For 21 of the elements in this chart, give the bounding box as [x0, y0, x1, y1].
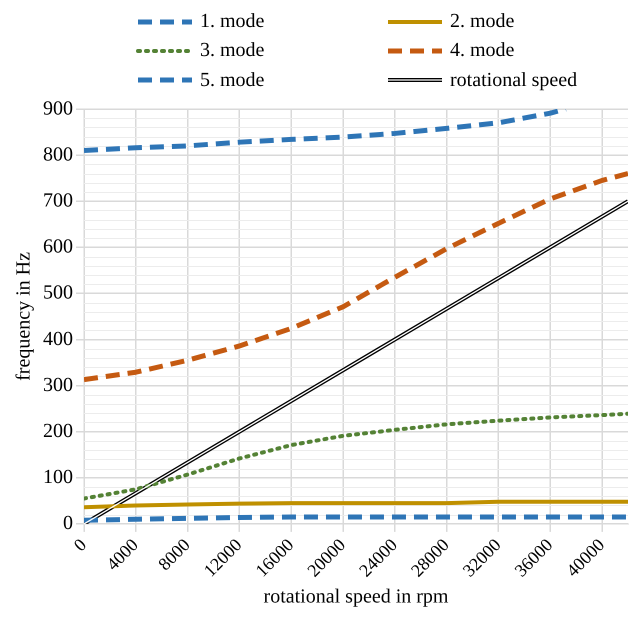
legend-label: 5. mode [200, 68, 264, 92]
x-axis-title: rotational speed in rpm [264, 585, 449, 608]
y-axis-title: frequency in Hz [12, 252, 34, 381]
x-tick-label: 8000 [154, 534, 194, 574]
legend-label: 2. mode [450, 10, 514, 34]
y-tick-label: 200 [43, 420, 73, 442]
x-tick-label: 4000 [102, 534, 142, 574]
y-tick-label: 400 [43, 328, 73, 350]
legend-label: rotational speed [450, 68, 578, 92]
legend-label: 4. mode [450, 39, 514, 62]
y-tick-label: 800 [43, 143, 73, 166]
y-tick-label: 900 [43, 97, 73, 120]
y-tick-label: 300 [43, 374, 73, 396]
x-tick-label: 0 [70, 534, 90, 556]
legend-label: 1. mode [200, 10, 264, 34]
legend-label: 3. mode [200, 39, 264, 62]
y-tick-label: 600 [43, 236, 73, 258]
y-tick-label: 700 [43, 189, 73, 212]
y-tick-label: 500 [43, 282, 73, 304]
y-tick-label: 0 [63, 512, 73, 534]
y-tick-label: 100 [43, 466, 73, 488]
